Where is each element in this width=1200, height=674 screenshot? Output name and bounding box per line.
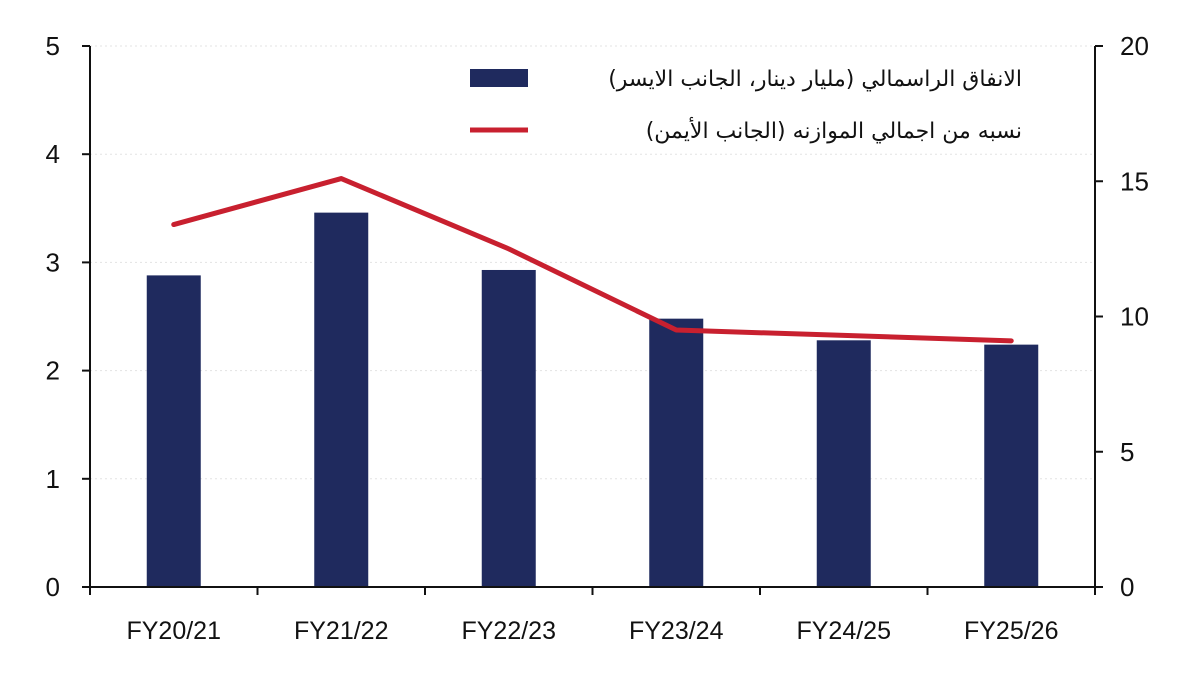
legend-swatch-bar bbox=[470, 69, 528, 87]
bar bbox=[314, 212, 369, 588]
left-tick-label: 4 bbox=[46, 139, 60, 169]
x-tick-label: FY21/22 bbox=[294, 617, 389, 645]
axes: 0 1 2 3 4 5 0 5 10 15 20 FY20/21 FY21/22 FY22/23 FY23/… bbox=[46, 31, 1149, 645]
series-line bbox=[171, 176, 1014, 344]
grid bbox=[90, 45, 1095, 480]
x-tick-label: FY20/21 bbox=[126, 617, 221, 645]
x-tick-label: FY25/26 bbox=[964, 617, 1059, 645]
right-tick-label: 0 bbox=[1120, 572, 1134, 602]
line-series bbox=[171, 176, 1014, 344]
left-tick-label: 1 bbox=[46, 464, 60, 494]
left-tick-label: 0 bbox=[46, 572, 60, 602]
bar bbox=[816, 340, 871, 587]
legend-label-bar: الانفاق الراسمالي (مليار دينار، الجانب ا… bbox=[608, 67, 1022, 92]
x-tick-label: FY24/25 bbox=[796, 617, 891, 645]
x-tick-label: FY22/23 bbox=[461, 617, 556, 645]
bar bbox=[984, 344, 1039, 587]
legend: الانفاق الراسمالي (مليار دينار، الجانب ا… bbox=[470, 67, 1022, 144]
right-tick-label: 10 bbox=[1120, 302, 1149, 332]
left-tick-label: 5 bbox=[46, 31, 60, 61]
bar bbox=[146, 275, 201, 587]
left-tick-label: 3 bbox=[46, 247, 60, 277]
bars bbox=[146, 212, 1039, 588]
right-tick-label: 20 bbox=[1120, 31, 1149, 61]
right-tick-label: 5 bbox=[1120, 437, 1134, 467]
x-tick-label: FY23/24 bbox=[629, 617, 724, 645]
bar bbox=[481, 269, 536, 587]
bar bbox=[649, 318, 704, 587]
legend-label-line: نسبه من اجمالي الموازنه (الجانب الأيمن) bbox=[646, 117, 1022, 144]
right-tick-label: 15 bbox=[1120, 166, 1149, 196]
left-tick-label: 2 bbox=[46, 356, 60, 386]
